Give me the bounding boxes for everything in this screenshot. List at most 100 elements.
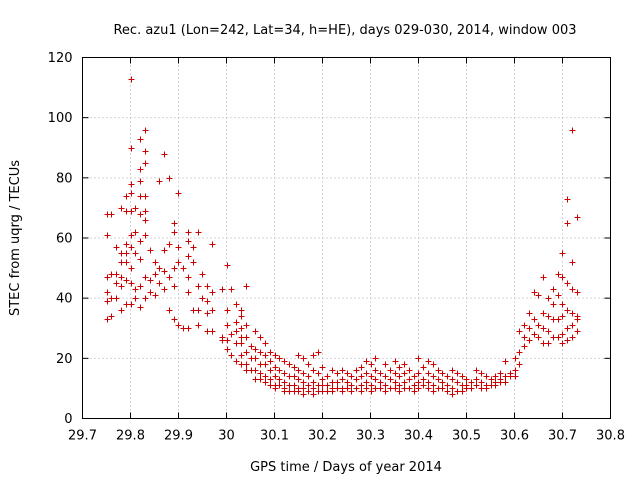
data-point (204, 283, 211, 290)
data-point (156, 178, 163, 185)
x-tick-label: 30.2 (308, 429, 337, 444)
x-tick-label: 30.1 (260, 429, 289, 444)
data-point (574, 289, 581, 296)
data-point (104, 289, 111, 296)
data-point (454, 370, 461, 377)
data-point (315, 349, 322, 356)
data-point (295, 367, 302, 374)
data-point (406, 367, 413, 374)
data-point (228, 352, 235, 359)
data-point (555, 292, 562, 299)
data-point (425, 385, 432, 392)
data-point (142, 232, 149, 239)
data-point (415, 355, 422, 362)
data-point (310, 385, 317, 392)
data-point (483, 385, 490, 392)
data-point (372, 355, 379, 362)
data-point (444, 382, 451, 389)
data-point (521, 322, 528, 329)
data-point (502, 358, 509, 365)
data-point (334, 370, 341, 377)
data-point (281, 358, 288, 365)
data-point (344, 385, 351, 392)
y-axis-ticks: 0 20 40 60 80 100 120 (48, 51, 611, 427)
data-point (224, 262, 231, 269)
data-point (224, 337, 231, 344)
data-point (559, 313, 566, 320)
data-point (497, 370, 504, 377)
data-point (161, 286, 168, 293)
data-point (339, 367, 346, 374)
data-point (545, 340, 552, 347)
data-point (463, 376, 470, 383)
y-tick-label: 40 (56, 292, 73, 307)
data-point (204, 298, 211, 305)
data-point (559, 274, 566, 281)
data-point (272, 373, 279, 380)
data-point (358, 382, 365, 389)
data-point (430, 382, 437, 389)
data-point (195, 283, 202, 290)
data-point (104, 274, 111, 281)
data-point (425, 370, 432, 377)
data-point (396, 373, 403, 380)
data-point (166, 307, 173, 314)
data-point (166, 274, 173, 281)
data-point (190, 244, 197, 251)
data-point (224, 322, 231, 329)
data-point (257, 370, 264, 377)
data-point (257, 376, 264, 383)
data-point (128, 280, 135, 287)
data-point (401, 370, 408, 377)
data-point (224, 346, 231, 353)
data-point (468, 385, 475, 392)
data-point (334, 379, 341, 386)
data-point (377, 370, 384, 377)
data-point (516, 361, 523, 368)
data-point (104, 316, 111, 323)
data-point (128, 265, 135, 272)
data-point (377, 385, 384, 392)
x-axis-ticks: 29.7 29.8 29.9 30 30.1 30.2 30.3 30.4 30.5 30.6 30… (68, 57, 625, 444)
data-point (415, 370, 422, 377)
data-point (478, 370, 485, 377)
data-point (281, 379, 288, 386)
data-point (540, 274, 547, 281)
data-point (516, 349, 523, 356)
data-point (142, 217, 149, 224)
data-point (142, 160, 149, 167)
data-point (454, 379, 461, 386)
data-point (411, 382, 418, 389)
data-point (459, 373, 466, 380)
data-point (238, 313, 245, 320)
data-point (473, 382, 480, 389)
data-point (535, 292, 542, 299)
data-point (382, 373, 389, 380)
data-point (512, 367, 519, 374)
data-point (545, 295, 552, 302)
data-point (104, 232, 111, 239)
data-point (569, 127, 576, 134)
data-point (152, 259, 159, 266)
data-point (272, 352, 279, 359)
data-point (305, 382, 312, 389)
data-point (262, 361, 269, 368)
data-point (195, 322, 202, 329)
data-point (550, 286, 557, 293)
data-point (324, 382, 331, 389)
data-point (128, 301, 135, 308)
data-point (382, 382, 389, 389)
data-point (339, 388, 346, 395)
data-point (574, 316, 581, 323)
data-point (550, 301, 557, 308)
data-point (147, 247, 154, 254)
data-point (113, 280, 120, 287)
data-point (147, 277, 154, 284)
data-point (262, 340, 269, 347)
data-point (175, 190, 182, 197)
data-point (449, 391, 456, 398)
data-point (267, 376, 274, 383)
data-point (137, 256, 144, 263)
y-tick-label: 80 (56, 171, 73, 186)
